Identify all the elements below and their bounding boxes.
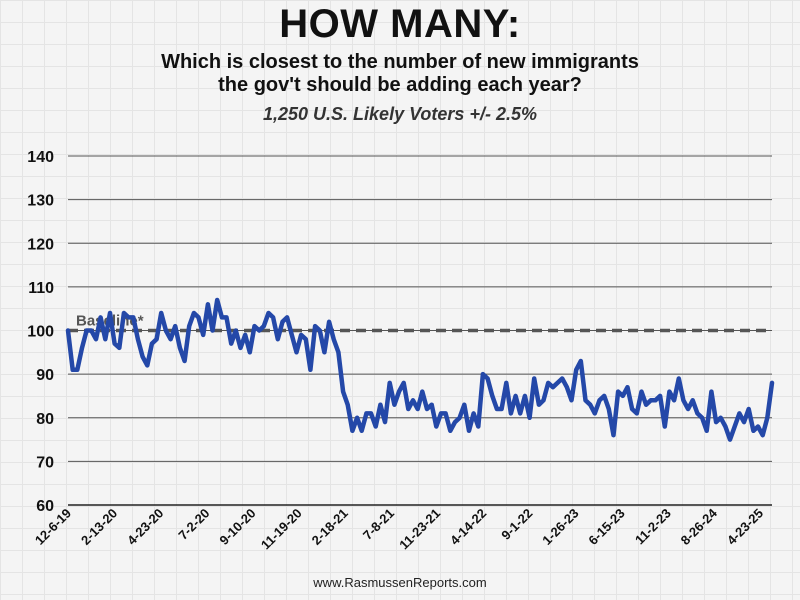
y-tick-label: 140	[27, 149, 54, 166]
x-tick-label: 11-2-23	[632, 506, 674, 548]
subtitle-line-2: the gov't should be adding each year?	[218, 74, 582, 96]
y-tick-label: 120	[27, 236, 54, 253]
x-tick-label: 2-18-21	[309, 506, 351, 548]
x-tick-label: 11-19-20	[258, 506, 305, 553]
x-tick-label: 7-8-21	[360, 506, 397, 543]
x-tick-label: 2-13-20	[78, 506, 120, 548]
x-tick-label: 9-1-22	[498, 506, 535, 543]
x-tick-label: 4-14-22	[447, 506, 489, 548]
chart-title: HOW MANY:	[279, 2, 521, 46]
y-tick-label: 80	[36, 411, 54, 428]
y-tick-label: 70	[36, 454, 54, 471]
y-tick-label: 110	[28, 280, 54, 297]
series-line	[65, 297, 775, 442]
x-tick-label: 9-10-20	[216, 506, 258, 548]
x-tick-label: 4-23-20	[124, 506, 166, 548]
x-tick-label: 7-2-20	[175, 506, 212, 543]
x-tick-label: 6-15-23	[585, 506, 627, 548]
x-tick-label: 1-26-23	[539, 506, 581, 548]
x-tick-label: 11-23-21	[396, 506, 443, 553]
x-tick-label: 8-26-24	[678, 505, 721, 548]
x-tick-label: 4-23-25	[724, 506, 766, 548]
y-tick-label: 60	[36, 498, 54, 515]
subtitle-line-1: Which is closest to the number of new im…	[161, 51, 639, 73]
y-tick-label: 130	[27, 193, 54, 210]
source-footer: www.RasmussenReports.com	[313, 575, 487, 590]
sample-note: 1,250 U.S. Likely Voters +/- 2.5%	[263, 104, 537, 124]
chart-subtitle: Which is closest to the number of new im…	[0, 51, 800, 97]
y-tick-label: 90	[36, 367, 54, 384]
y-tick-label: 100	[27, 324, 54, 341]
